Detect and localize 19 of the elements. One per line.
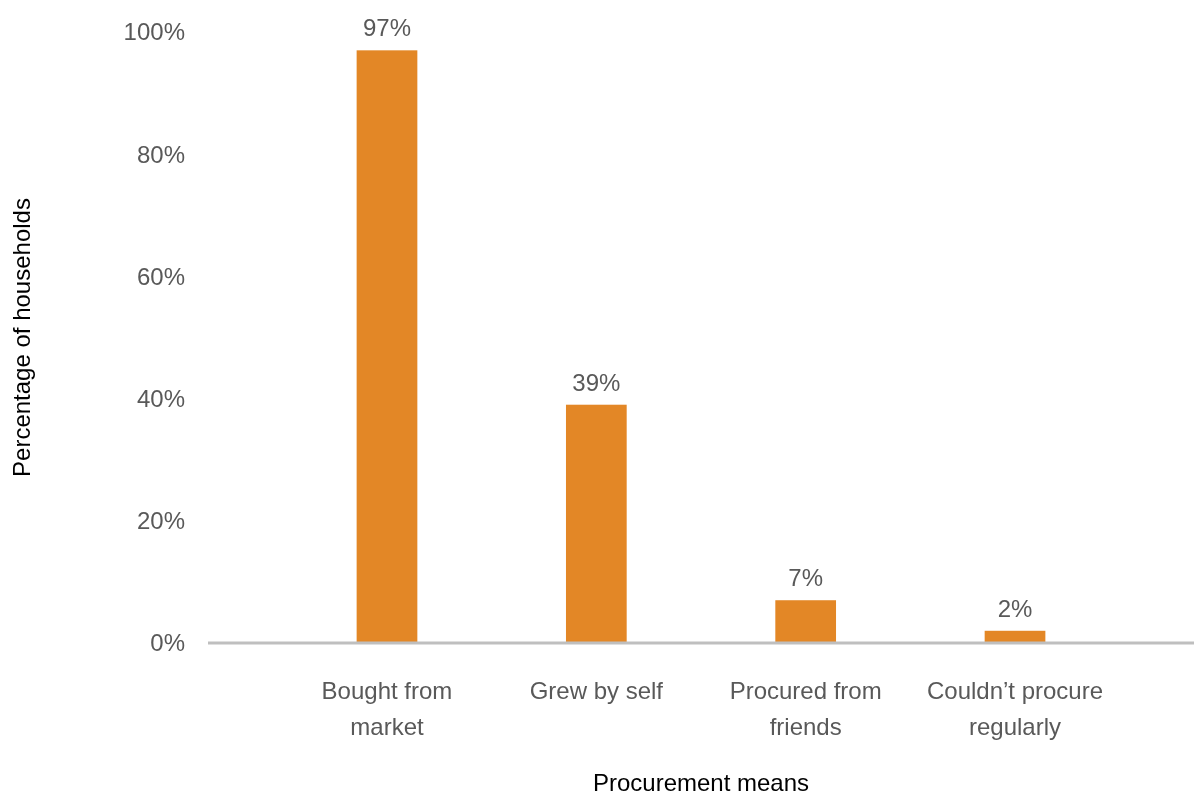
- x-tick-label: Bought from market: [321, 677, 453, 740]
- y-tick-label: 60%: [136, 262, 185, 290]
- y-tick-label: 80%: [136, 140, 185, 168]
- bar: [775, 600, 837, 643]
- bar: [565, 404, 627, 643]
- bar: [356, 50, 418, 643]
- x-tick-label: Grew by self: [529, 677, 664, 704]
- x-axis-title: Procurement means: [592, 769, 810, 796]
- data-label: 7%: [788, 564, 824, 592]
- y-tick-label: 20%: [136, 507, 185, 535]
- y-tick-label: 100%: [123, 18, 185, 46]
- data-label: 39%: [572, 368, 621, 396]
- x-tick-label: Procured from friends: [729, 677, 882, 740]
- x-tick-label: Couldn’t procure regularly: [926, 677, 1104, 740]
- data-label: 97%: [362, 14, 412, 42]
- y-tick-label: 0%: [150, 629, 185, 657]
- y-axis-title: Percentage of households: [8, 198, 35, 477]
- y-tick-label: 40%: [136, 385, 185, 412]
- data-label: 2%: [997, 594, 1033, 622]
